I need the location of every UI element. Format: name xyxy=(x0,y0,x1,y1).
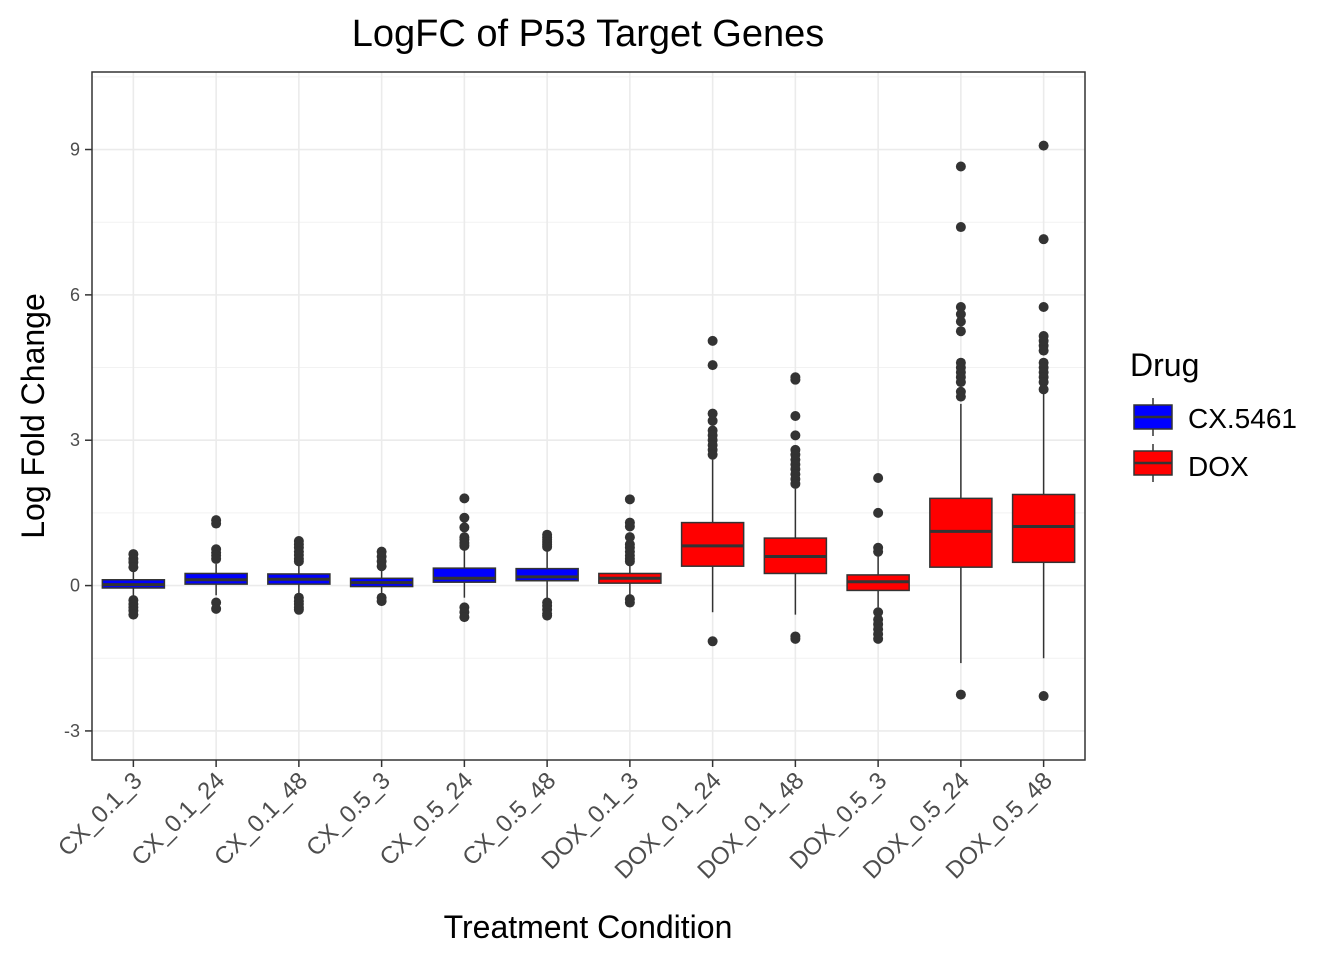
outlier-point xyxy=(128,562,139,573)
box-iqr xyxy=(432,567,497,583)
outlier-point xyxy=(790,633,801,644)
minor-gridlines xyxy=(92,76,1085,659)
x-axis-title: Treatment Condition xyxy=(444,909,733,945)
box-CX_0.5_24 xyxy=(432,493,497,623)
outlier-point xyxy=(624,521,635,532)
outlier-point xyxy=(955,377,966,388)
outlier-point xyxy=(459,512,470,523)
outlier-point xyxy=(1038,377,1049,388)
chart-title: LogFC of P53 Target Genes xyxy=(352,13,824,55)
outlier-point xyxy=(211,553,222,564)
legend-entry-cx: CX.5461 xyxy=(1133,398,1297,436)
outlier-point xyxy=(955,222,966,233)
box-CX_0.1_48 xyxy=(267,536,331,615)
box-DOX_0.5_48 xyxy=(1011,140,1076,702)
y-tick-label: 0 xyxy=(70,576,80,596)
outlier-point xyxy=(955,326,966,337)
box-DOX_0.1_48 xyxy=(763,372,828,644)
outlier-point xyxy=(459,493,470,504)
outlier-point xyxy=(1038,140,1049,151)
legend-entry-dox: DOX xyxy=(1133,444,1249,482)
outlier-point xyxy=(293,556,304,567)
outlier-point xyxy=(955,301,966,312)
outlier-point xyxy=(1038,384,1049,395)
outlier-point xyxy=(624,532,635,543)
outlier-point xyxy=(1038,301,1049,312)
box-DOX_0.1_24 xyxy=(680,335,745,647)
outlier-point xyxy=(873,473,884,484)
outlier-point xyxy=(211,518,222,529)
legend-label-cx: CX.5461 xyxy=(1188,403,1297,434)
y-axis-title: Log Fold Change xyxy=(15,293,51,539)
outlier-point xyxy=(955,316,966,327)
outlier-point xyxy=(1038,234,1049,245)
plot-panel-border xyxy=(91,71,1086,761)
outlier-point xyxy=(790,411,801,421)
outlier-point xyxy=(624,494,635,505)
outlier-point xyxy=(707,449,718,460)
outlier-point xyxy=(542,610,553,621)
outlier-point xyxy=(293,604,304,615)
outlier-point xyxy=(459,540,470,551)
y-tick-label: 3 xyxy=(70,430,80,450)
outlier-point xyxy=(955,309,966,320)
outlier-point xyxy=(790,430,801,441)
outlier-point xyxy=(873,633,884,644)
outlier-point xyxy=(707,415,718,426)
box-CX_0.5_3 xyxy=(349,546,414,607)
outlier-point xyxy=(459,522,470,533)
box-CX_0.5_48 xyxy=(515,529,579,621)
outlier-point xyxy=(873,507,884,518)
x-axis: CX_0.1_3CX_0.1_24CX_0.1_48CX_0.5_3CX_0.5… xyxy=(53,760,1058,884)
outlier-point xyxy=(707,360,718,371)
legend-title: Drug xyxy=(1130,347,1199,383)
outlier-point xyxy=(955,161,966,172)
outlier-point xyxy=(707,335,718,346)
y-axis: -3 0 3 6 9 xyxy=(64,140,92,741)
outlier-point xyxy=(128,609,139,620)
outlier-point xyxy=(1038,345,1049,356)
outlier-point xyxy=(376,561,387,572)
outlier-point xyxy=(459,612,470,623)
box-iqr xyxy=(515,567,579,582)
y-tick-label: 9 xyxy=(70,140,80,160)
box-DOX_0.1_3 xyxy=(598,494,662,608)
box-iqr xyxy=(1011,493,1076,564)
y-tick-label: -3 xyxy=(64,721,80,741)
y-tick-label: 6 xyxy=(70,285,80,305)
box-series xyxy=(101,140,1076,702)
outlier-point xyxy=(873,546,884,557)
outlier-point xyxy=(955,689,966,700)
outlier-point xyxy=(211,603,222,614)
outlier-point xyxy=(376,596,387,607)
box-CX_0.1_3 xyxy=(101,549,166,620)
legend-label-dox: DOX xyxy=(1188,451,1249,482)
plot-panel-background xyxy=(92,72,1085,760)
box-CX_0.1_24 xyxy=(184,515,248,614)
outlier-point xyxy=(707,408,718,419)
outlier-point xyxy=(1038,691,1049,702)
box-DOX_0.5_3 xyxy=(846,473,910,644)
outlier-point xyxy=(624,556,635,567)
outlier-point xyxy=(790,478,801,489)
outlier-point xyxy=(955,391,966,402)
legend: Drug CX.5461 DOX xyxy=(1130,347,1297,482)
outlier-point xyxy=(707,636,718,647)
outlier-point xyxy=(790,374,801,385)
outlier-point xyxy=(542,541,553,552)
outlier-point xyxy=(873,607,884,618)
outlier-point xyxy=(624,597,635,608)
box-DOX_0.5_24 xyxy=(929,161,993,700)
